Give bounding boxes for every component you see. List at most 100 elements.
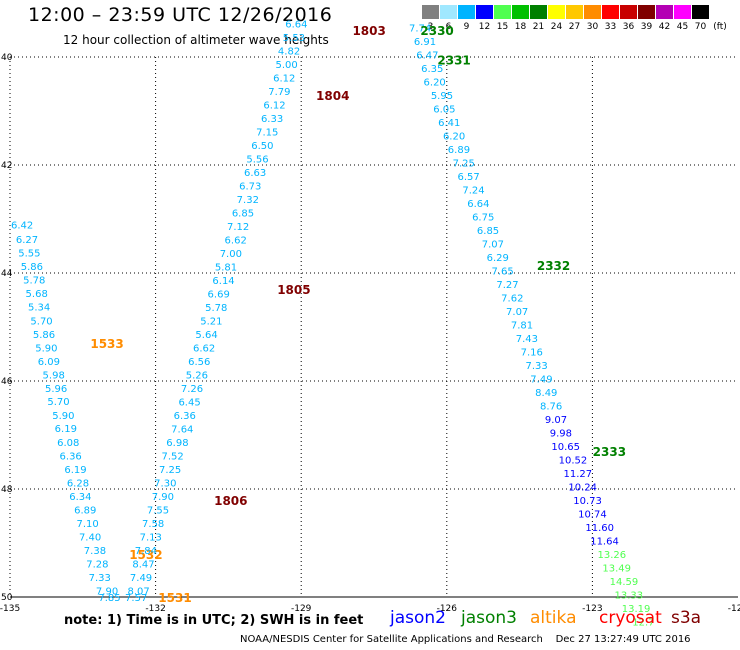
mission-altika: altika xyxy=(530,608,577,628)
wave-height-value: 8.07 xyxy=(127,587,149,598)
wave-height-value: 6.62 xyxy=(225,236,247,247)
wave-height-value: 7.38 xyxy=(84,546,106,557)
legend-swatch-42 xyxy=(656,5,673,19)
legend-label-12: 12 xyxy=(478,22,491,32)
legend-label-39: 39 xyxy=(640,22,653,32)
footer-note: note: 1) Time is in UTC; 2) SWH is in fe… xyxy=(64,613,364,628)
lon-tick-label: -123 xyxy=(582,604,602,614)
wave-height-value: 5.56 xyxy=(246,155,268,166)
wave-height-value: 6.42 xyxy=(11,220,33,231)
wave-height-value: 7.25 xyxy=(453,158,475,169)
wave-height-value: 7.49 xyxy=(530,374,552,385)
wave-height-value: 7.90 xyxy=(96,587,118,598)
legend-label-3: 3 xyxy=(427,22,434,32)
wave-height-value: 7.28 xyxy=(86,560,108,571)
footer-credit: NOAA/NESDIS Center for Satellite Applica… xyxy=(240,634,691,645)
wave-height-value: 13.19 xyxy=(622,604,651,615)
wave-height-value: 6.36 xyxy=(60,452,82,463)
wave-height-value: 14.59 xyxy=(610,577,639,588)
wave-height-value: 6.28 xyxy=(67,479,89,490)
wave-height-value: 7.07 xyxy=(506,307,528,318)
wave-height-value: 6.73 xyxy=(239,182,261,193)
legend-swatch-12 xyxy=(476,5,493,19)
wave-height-value: 5.96 xyxy=(45,384,67,395)
wave-height-value: 12.7 xyxy=(632,617,654,628)
wave-height-value: 11.27 xyxy=(564,469,593,480)
wave-height-value: 7.57 xyxy=(125,593,147,604)
legend-label-21: 21 xyxy=(532,22,545,32)
wave-height-value: 7.26 xyxy=(181,384,203,395)
wave-height-value: 7.33 xyxy=(89,573,111,584)
wave-height-value: 7.74 xyxy=(409,23,431,34)
wave-height-value: 5.90 xyxy=(52,411,74,422)
pass-time-label: 2330 xyxy=(420,24,453,38)
legend-swatch-6 xyxy=(440,5,457,19)
lat-tick-label: 42 xyxy=(1,161,12,171)
wave-height-value: 13.49 xyxy=(602,563,631,574)
wave-height-value: 5.78 xyxy=(205,303,227,314)
legend-swatch-39 xyxy=(638,5,655,19)
wave-height-value: 7.13 xyxy=(140,533,162,544)
wave-height-value: 5.53 xyxy=(283,33,305,44)
wave-height-value: 6.98 xyxy=(166,438,188,449)
wave-height-value: 6.05 xyxy=(433,104,455,115)
wave-height-value: 7.10 xyxy=(77,519,99,530)
wave-height-value: 13.26 xyxy=(597,550,626,561)
wave-height-value: 7.24 xyxy=(462,185,484,196)
legend-swatch-45 xyxy=(674,5,691,19)
wave-height-value: 10.74 xyxy=(578,509,607,520)
legend-swatch-70 xyxy=(692,5,709,19)
legend-swatch-27 xyxy=(566,5,583,19)
lon-tick-label: -120 xyxy=(728,604,740,614)
wave-height-value: 7.30 xyxy=(154,479,176,490)
wave-height-value: 7.52 xyxy=(161,452,183,463)
wave-height-value: 5.34 xyxy=(28,302,50,313)
pass-time-label: 1805 xyxy=(277,283,310,297)
wave-height-value: 7.81 xyxy=(511,320,533,331)
map-title: 12:00 – 23:59 UTC 12/26/2016 xyxy=(28,4,333,26)
lat-tick-label: 50 xyxy=(1,593,13,603)
wave-height-value: 6.64 xyxy=(467,199,489,210)
wave-height-value: 5.21 xyxy=(200,317,222,328)
wave-height-value: 7.12 xyxy=(227,222,249,233)
lon-tick-label: -135 xyxy=(0,604,20,614)
wave-height-value: 6.19 xyxy=(64,465,86,476)
wave-height-value: 10.24 xyxy=(568,482,597,493)
legend-swatch-30 xyxy=(584,5,601,19)
wave-height-value: 6.29 xyxy=(487,253,509,264)
wave-height-value: 11.64 xyxy=(590,536,619,547)
mission-jason3: jason3 xyxy=(461,608,517,628)
wave-height-value: 6.20 xyxy=(443,131,465,142)
wave-height-value: 5.81 xyxy=(215,263,237,274)
wave-height-value: 7.27 xyxy=(496,280,518,291)
legend-unit: (ft) xyxy=(713,22,727,32)
wave-height-value: 7.62 xyxy=(501,293,523,304)
legend-label-45: 45 xyxy=(676,22,689,32)
wave-height-value: 6.69 xyxy=(208,290,230,301)
wave-height-value: 5.95 xyxy=(431,91,453,102)
wave-height-value: 6.12 xyxy=(273,74,295,85)
legend-swatch-24 xyxy=(548,5,565,19)
wave-height-value: 6.63 xyxy=(244,168,266,179)
wave-height-value: 6.41 xyxy=(438,118,460,129)
wave-height-value: 7.43 xyxy=(516,334,538,345)
legend-label-24: 24 xyxy=(550,22,563,32)
wave-height-value: 6.47 xyxy=(416,50,438,61)
wave-height-value: 6.27 xyxy=(16,235,38,246)
pass-time-label: 2332 xyxy=(537,259,570,273)
legend-label-30: 30 xyxy=(586,22,599,32)
wave-height-value: 6.62 xyxy=(193,344,215,355)
wave-height-value: 6.09 xyxy=(38,357,60,368)
wave-height-value: 6.57 xyxy=(458,172,480,183)
pass-time-label: 2331 xyxy=(437,54,470,68)
pass-time-label: 1531 xyxy=(158,591,191,605)
legend-label-33: 33 xyxy=(604,22,617,32)
wave-height-value: 6.56 xyxy=(188,357,210,368)
wave-height-value: 6.45 xyxy=(178,398,200,409)
legend-label-15: 15 xyxy=(496,22,509,32)
wave-height-value: 13.33 xyxy=(614,590,643,601)
wave-height-value: 5.78 xyxy=(23,275,45,286)
wave-height-value: 7.15 xyxy=(256,128,278,139)
wave-height-value: 5.64 xyxy=(195,330,217,341)
pass-time-label: 1804 xyxy=(316,89,349,103)
